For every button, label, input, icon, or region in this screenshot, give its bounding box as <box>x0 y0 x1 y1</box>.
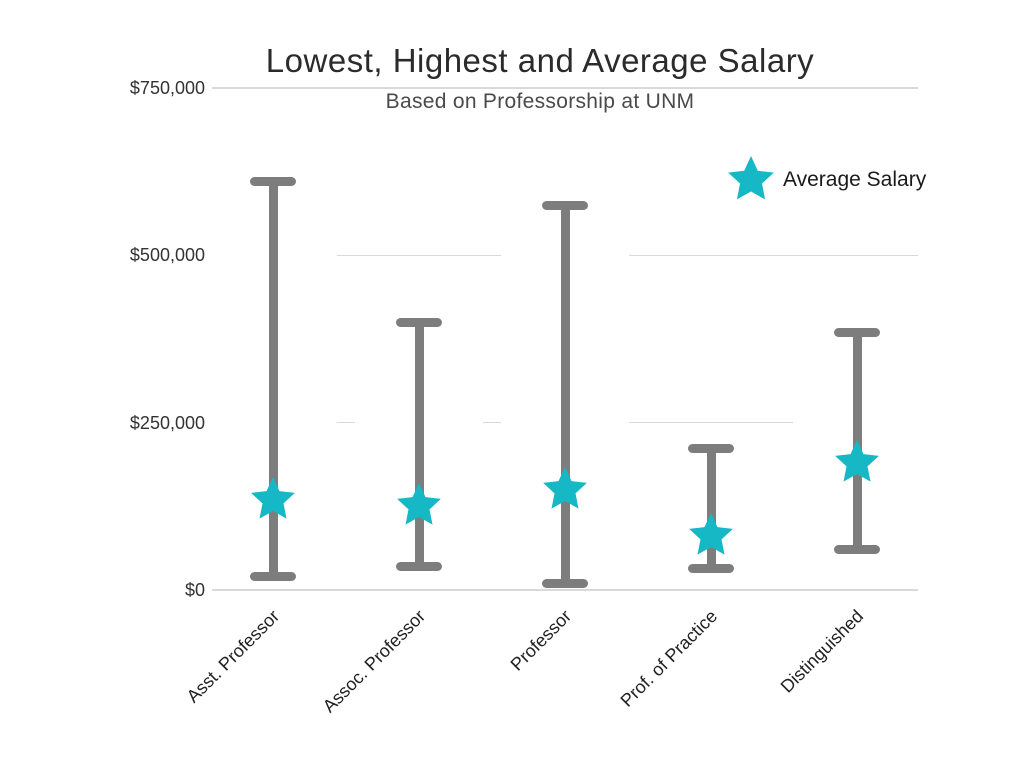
range-bar-line <box>268 181 278 577</box>
range-bar-low-cap <box>250 572 296 582</box>
range-bar-line <box>560 205 570 584</box>
range-bar-high-cap <box>834 327 880 337</box>
category-label: Prof. of Practice <box>616 606 722 711</box>
range-bar-low-cap <box>396 562 442 572</box>
average-salary-star-icon <box>728 156 774 200</box>
gridline <box>483 421 501 424</box>
gridline <box>212 87 918 89</box>
average-salary-star-marker <box>835 439 879 482</box>
y-tick-label: $250,000 <box>129 412 205 433</box>
average-salary-star-marker <box>689 513 733 556</box>
gridline <box>337 421 355 424</box>
range-bar-low-cap <box>688 564 734 574</box>
category-label: Assoc. Professor <box>318 606 430 717</box>
range-bar-high-cap <box>396 317 442 327</box>
category-label: Asst. Professor <box>182 606 284 707</box>
y-tick-label: $500,000 <box>129 245 205 266</box>
gridline <box>337 254 501 257</box>
range-bar-high-cap <box>542 200 588 210</box>
average-salary-star-marker <box>543 466 587 509</box>
category-label: Distinguished <box>776 606 868 697</box>
range-bar-low-cap <box>834 545 880 555</box>
chart-subtitle: Based on Professorship at UNM <box>385 90 695 113</box>
gridline <box>212 589 918 591</box>
average-salary-star-marker <box>397 483 441 525</box>
range-bar-line <box>414 322 424 567</box>
legend: Average Salary <box>727 156 926 204</box>
legend-label: Average Salary <box>783 168 927 191</box>
average-salary-star-marker <box>251 476 295 519</box>
category-label: Professor <box>506 606 576 675</box>
chart-title: Lowest, Highest and Average Salary <box>265 42 815 79</box>
range-bar-high-cap <box>688 443 734 453</box>
y-tick-label: $750,000 <box>129 78 205 98</box>
gridline <box>629 254 918 257</box>
range-bar-high-cap <box>250 177 296 187</box>
gridline <box>629 421 793 424</box>
y-tick-label: $0 <box>184 580 205 600</box>
range-bar-low-cap <box>542 578 588 588</box>
range-bar-line <box>706 448 716 569</box>
